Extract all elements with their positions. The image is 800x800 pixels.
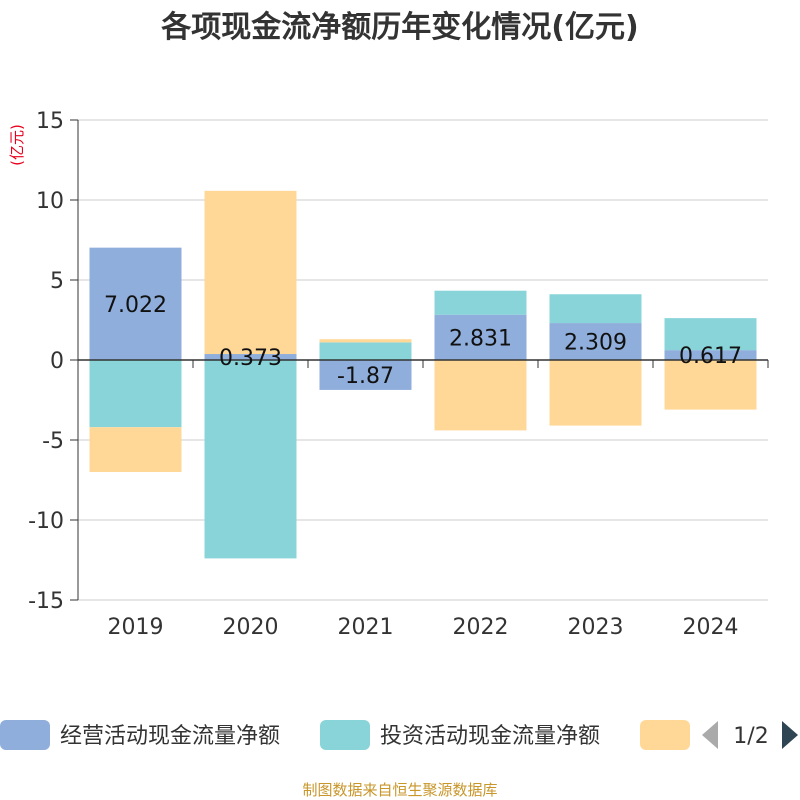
data-labels: 7.022 0.373 -1.87 2.831 2.309 0.617 [104,293,742,389]
bar-series-1-2024 [664,350,757,360]
y-tick-label: 0 [50,349,64,374]
legend-swatch-3[interactable] [640,720,690,750]
y-tick-label: -5 [42,429,64,454]
bar-series-3-2022 [434,360,527,431]
x-tick-label: 2022 [453,615,509,640]
y-tick-label: 10 [36,189,64,214]
legend-swatch-2[interactable] [320,720,370,750]
grid [78,119,768,601]
y-axis-unit: (亿元) [8,124,26,166]
bar-series-3-2023 [549,360,642,426]
bar-series-2-2020 [204,360,297,559]
source-note: 制图数据来自恒生聚源数据库 [302,781,497,799]
x-tick-label: 2021 [338,615,394,640]
bars [89,190,757,559]
bar-series-3-2020 [204,190,297,355]
bar-series-1-2019 [89,247,182,360]
bar-series-2-2021 [319,342,412,360]
data-label: 2.309 [564,331,627,356]
x-tick-label: 2020 [223,615,279,640]
y-tick-label: 5 [50,269,64,294]
data-label: 0.373 [219,346,282,371]
bar-series-2-2019 [89,360,182,428]
triangle-right-icon[interactable] [782,721,798,749]
bar-series-2-2022 [434,290,527,315]
x-tick-label: 2023 [568,615,624,640]
legend: 经营活动现金流量净额 投资活动现金流量净额 1/2 [0,720,798,750]
bar-series-3-2024 [664,360,757,410]
data-label: -1.87 [337,364,394,389]
x-tick-label: 2019 [108,615,164,640]
legend-label-1[interactable]: 经营活动现金流量净额 [60,724,280,749]
data-label: 2.831 [449,326,512,351]
x-tick-label: 2024 [683,615,739,640]
axes: 15 10 5 0 -5 -10 -15 2019 2020 2021 2022 2023 2024 [28,109,769,640]
bar-series-2-2024 [664,318,757,351]
bar-series-2-2023 [549,294,642,324]
data-label: 0.617 [679,344,742,369]
bar-series-1-2023 [549,323,642,360]
y-tick-label: -15 [28,589,64,614]
bar-series-1-2022 [434,314,527,360]
chart-title: 各项现金流净额历年变化情况(亿元) [160,10,638,45]
legend-page-indicator: 1/2 [733,724,768,749]
legend-label-2[interactable]: 投资活动现金流量净额 [380,724,600,749]
bar-series-3-2021 [319,339,412,343]
legend-swatch-1[interactable] [0,720,50,750]
y-tick-label: 15 [36,109,64,134]
triangle-left-icon[interactable] [702,721,718,749]
y-tick-label: -10 [28,509,64,534]
data-label: 7.022 [104,293,167,318]
bar-series-3-2019 [89,427,182,472]
bar-series-1-2021 [319,360,412,390]
bar-series-1-2020 [204,354,297,360]
